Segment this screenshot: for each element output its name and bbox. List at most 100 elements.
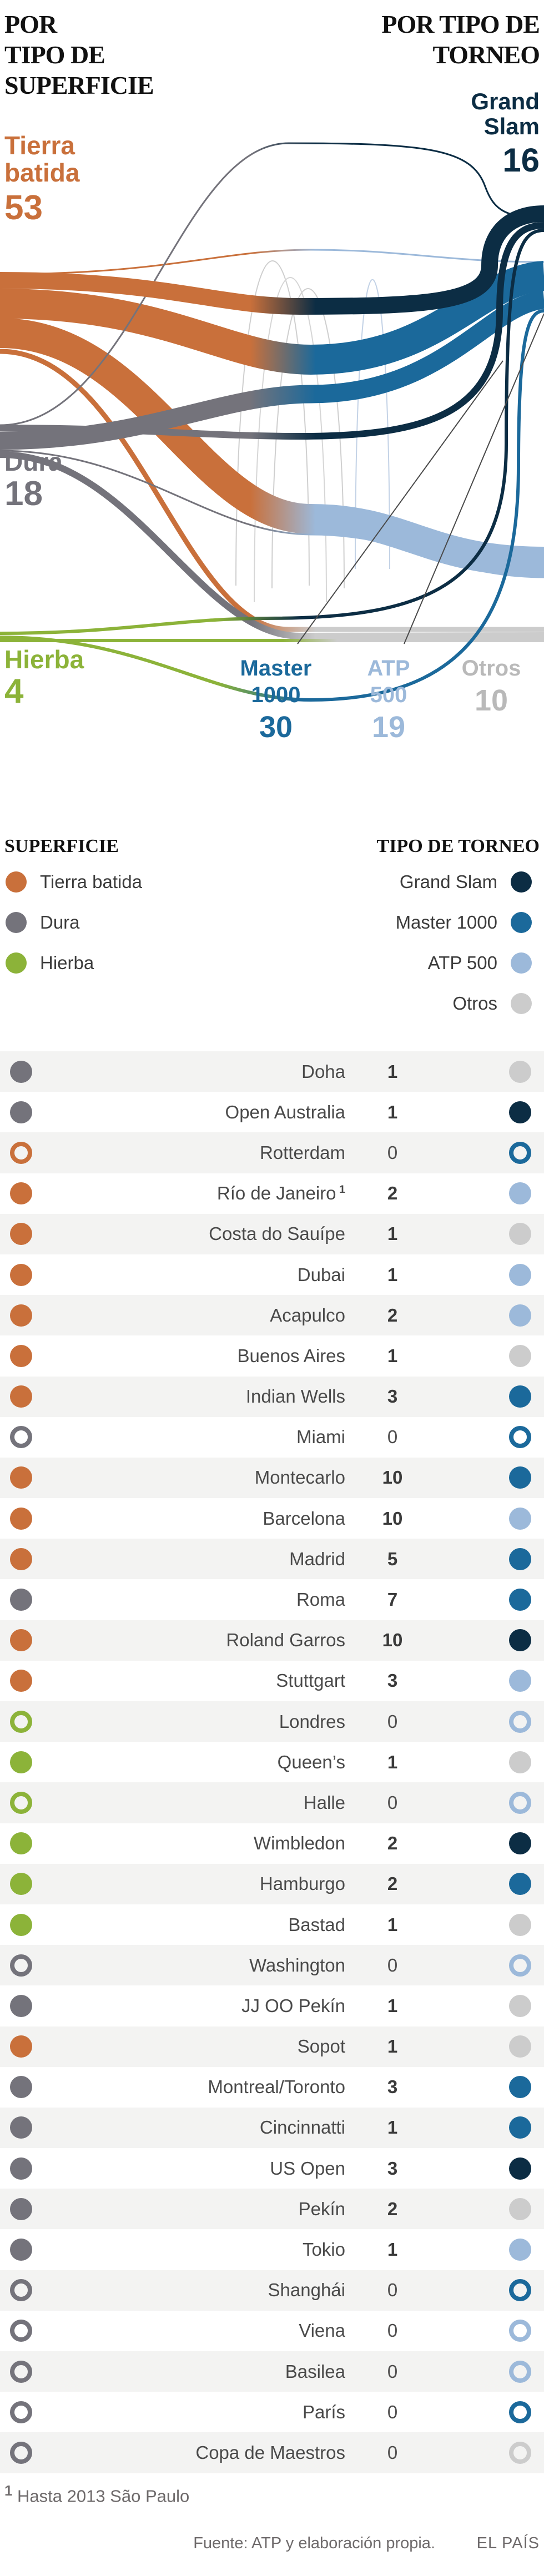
legend-item-dura: Dura xyxy=(6,912,80,933)
tournament-name: Barcelona xyxy=(263,1508,345,1529)
titles-count: 2 xyxy=(387,1183,398,1204)
tournament-type-dot-atp_500 xyxy=(509,1954,531,1977)
table-row: Shanghái 0 xyxy=(0,2270,544,2311)
tournament-type-dot-master_1000 xyxy=(509,1426,531,1449)
footnote: 1 Hasta 2013 São Paulo xyxy=(4,2483,190,2506)
tournament-type-dot-otros xyxy=(509,1913,531,1936)
tournament-name: Washington xyxy=(249,1954,345,1975)
tournament-name: Londres xyxy=(279,1711,345,1732)
tournament-name: Acapulco xyxy=(270,1304,345,1325)
tournament-type-dot-atp_500 xyxy=(509,1670,531,1692)
flow-dura-grandslam xyxy=(0,222,544,440)
tournament-name: Hamburgo xyxy=(259,1873,345,1894)
tournament-type-dot-otros xyxy=(509,2441,531,2464)
flow-hierba-master xyxy=(0,309,544,702)
tournament-type-dot-atp_500 xyxy=(509,2320,531,2342)
flow-hierba-grandslam xyxy=(0,229,544,635)
tournament-name: Tokio xyxy=(302,2239,345,2260)
flow-texture xyxy=(355,279,390,569)
legend-item-hierba: Hierba xyxy=(6,952,94,974)
table-row: Buenos Aires 1 xyxy=(0,1335,544,1376)
surface-dot-hierba xyxy=(10,1751,32,1773)
titles-count: 0 xyxy=(387,2320,398,2341)
flow-texture xyxy=(254,277,327,603)
legend-item-grand_slam: Grand Slam xyxy=(400,871,532,893)
tournament-name: Roma xyxy=(296,1589,345,1610)
tournament-name: Roland Garros xyxy=(226,1630,345,1651)
legend-item-atp_500: ATP 500 xyxy=(428,952,532,974)
titles-count: 0 xyxy=(387,1142,398,1163)
hierba-dot xyxy=(6,952,27,974)
titles-count: 0 xyxy=(387,1792,398,1813)
titles-count: 1 xyxy=(387,2036,398,2057)
surface-dot-tierra xyxy=(10,1670,32,1692)
grand_slam-dot xyxy=(511,871,532,893)
legend-surface-title: SUPERFICIE xyxy=(4,836,119,856)
tournament-name: Rotterdam xyxy=(259,1142,345,1163)
tournament-name: Río de Janeiro 1 xyxy=(216,1183,345,1204)
table-row: Montecarlo 10 xyxy=(0,1457,544,1499)
node-atp-500: ATP 500 19 xyxy=(339,655,439,743)
titles-count: 10 xyxy=(382,1508,403,1529)
tournament-type-dot-atp_500 xyxy=(509,2360,531,2383)
title-left: POR TIPO DE SUPERFICIE xyxy=(4,10,154,99)
flow-texture xyxy=(0,142,544,426)
tournament-name: Madrid xyxy=(289,1548,345,1569)
surface-dot-tierra xyxy=(10,1629,32,1652)
surface-dot-tierra xyxy=(10,1344,32,1367)
surface-dot-dura xyxy=(10,2116,32,2139)
table-row: Hamburgo 2 xyxy=(0,1863,544,1904)
tournament-type-dot-otros xyxy=(509,1223,531,1246)
flow-texture xyxy=(235,260,310,586)
table-row: Barcelona 10 xyxy=(0,1498,544,1539)
titles-count: 1 xyxy=(387,2117,398,2138)
titles-count: 10 xyxy=(382,1630,403,1651)
surface-dot-dura xyxy=(10,2076,32,2099)
flow-texture xyxy=(0,249,544,275)
surface-dot-tierra xyxy=(10,1223,32,1246)
node-hierba: Hierba 4 xyxy=(4,645,84,710)
tournament-type-dot-master_1000 xyxy=(509,1873,531,1896)
tournament-name: Bastad xyxy=(288,1914,345,1935)
tournament-type-dot-grand_slam xyxy=(509,1832,531,1855)
tournament-name: Stuttgart xyxy=(276,1670,345,1691)
tournament-type-dot-otros xyxy=(509,1751,531,1773)
surface-dot-dura xyxy=(10,2401,32,2423)
titles-count: 1 xyxy=(387,1061,398,1082)
titles-count: 1 xyxy=(387,1914,398,1935)
surface-dot-tierra xyxy=(10,1385,32,1408)
surface-dot-dura xyxy=(10,2320,32,2342)
legend-item-label: Otros xyxy=(452,993,497,1014)
table-row: Pekín 2 xyxy=(0,2189,544,2230)
titles-count: 10 xyxy=(382,1467,403,1488)
tournament-name: Miami xyxy=(296,1426,345,1448)
table-row: Rotterdam 0 xyxy=(0,1132,544,1173)
tournament-name: US Open xyxy=(270,2157,345,2179)
flow-tierra-master xyxy=(0,261,544,375)
tournament-type-dot-master_1000 xyxy=(509,2076,531,2099)
tournament-name: París xyxy=(302,2401,345,2422)
surface-dot-dura xyxy=(10,2360,32,2383)
surface-dot-tierra xyxy=(10,1304,32,1327)
tournament-name: Shanghái xyxy=(268,2280,345,2301)
table-row: JJ OO Pekín 1 xyxy=(0,1985,544,2026)
table-row: Río de Janeiro 1 2 xyxy=(0,1173,544,1214)
titles-count: 0 xyxy=(387,2361,398,2382)
node-grand-slam-value: 16 xyxy=(502,142,540,179)
tournament-type-dot-grand_slam xyxy=(509,1101,531,1123)
tournament-name: Montreal/Toronto xyxy=(208,2076,345,2098)
tournament-name: Queen’s xyxy=(277,1751,345,1772)
table-row: Dubai 1 xyxy=(0,1254,544,1295)
tournament-name: Open Australia xyxy=(225,1101,345,1122)
sankey-diagram xyxy=(0,142,544,702)
titles-count: 1 xyxy=(387,1751,398,1772)
atp_500-dot xyxy=(511,952,532,974)
titles-count: 0 xyxy=(387,1711,398,1732)
tierra-dot xyxy=(6,871,27,893)
titles-count: 3 xyxy=(387,2076,398,2098)
node-tierra-batida: Tierra batida 53 xyxy=(4,131,80,227)
surface-dot-dura xyxy=(10,1589,32,1611)
surface-dot-hierba xyxy=(10,1913,32,1936)
table-row: Indian Wells 3 xyxy=(0,1376,544,1417)
table-row: Doha 1 xyxy=(0,1051,544,1092)
